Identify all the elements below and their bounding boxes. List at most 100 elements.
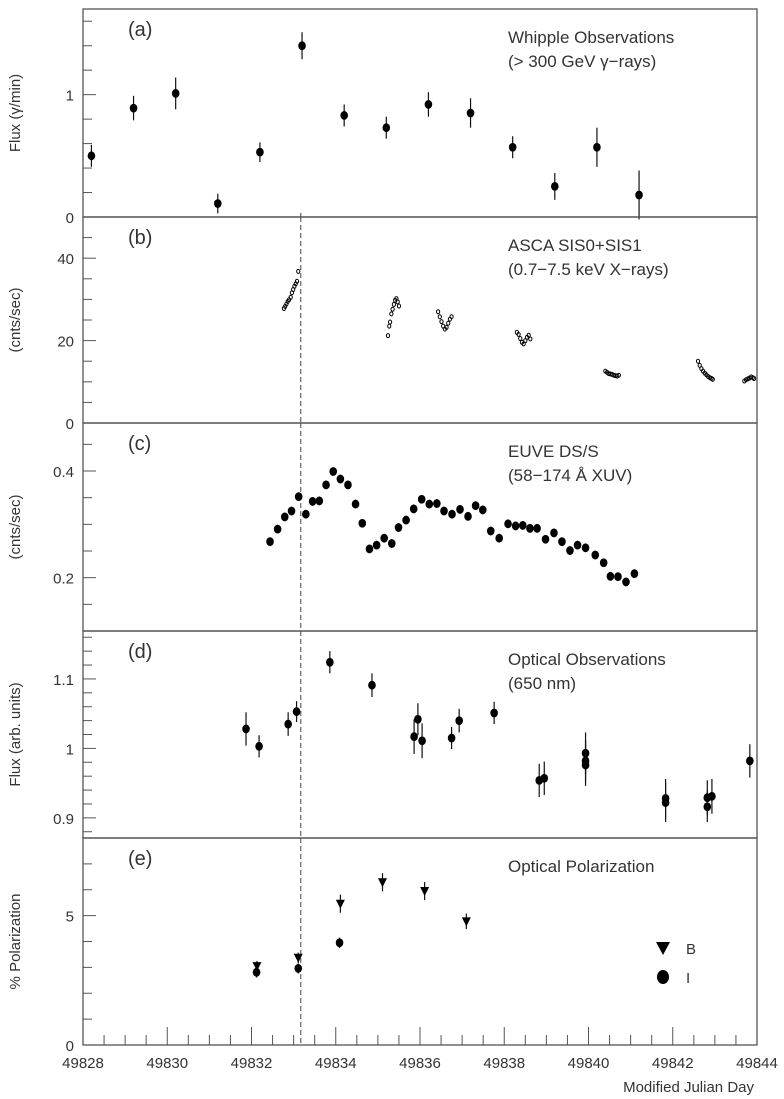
y-axis-label: (cnts/sec) (7, 287, 24, 352)
data-point (630, 569, 639, 579)
data-point (518, 521, 527, 530)
data-point (382, 123, 391, 133)
data-point (440, 506, 448, 516)
data-point (390, 306, 395, 312)
panel-frame (82, 837, 758, 1046)
data-point (87, 151, 96, 161)
data-point (425, 499, 434, 509)
data-point (490, 708, 498, 718)
data-point (581, 543, 590, 553)
panel-label: (b) (128, 227, 152, 249)
x-tick-label: 49842 (652, 1055, 694, 1072)
data-point (551, 182, 559, 191)
series-i (252, 937, 344, 978)
panel-title-line: (> 300 GeV γ−rays) (508, 52, 656, 71)
y-axis-label: Flux (arb. units) (7, 682, 24, 786)
legend-label: I (686, 970, 690, 987)
data-point (410, 732, 418, 741)
data-point (516, 331, 521, 337)
data-point (292, 707, 301, 716)
data-point (391, 301, 396, 307)
data-point (322, 480, 330, 490)
legend-marker-triangle (656, 942, 670, 955)
data-point (456, 505, 464, 514)
data-point (573, 540, 582, 550)
data-point (284, 719, 292, 729)
data-point (449, 314, 454, 320)
data-point (280, 512, 289, 522)
data-point (708, 791, 716, 801)
data-point (256, 147, 264, 157)
x-tick-label: 49844 (736, 1055, 778, 1072)
data-point-triangle (335, 899, 345, 909)
data-point (409, 504, 418, 514)
y-tick-label: 0 (66, 416, 74, 433)
data-point (466, 108, 475, 118)
data-point (315, 496, 324, 506)
data-point (695, 358, 701, 364)
panel-title-line: (650 nm) (508, 674, 576, 693)
data-point (448, 509, 456, 519)
data-point (273, 524, 282, 534)
y-tick-label: 0.2 (53, 571, 74, 588)
data-point (368, 680, 376, 690)
data-point (478, 505, 487, 515)
panels: 0 1 Flux (γ/min) (a) Whipple Observations (> … (7, 8, 758, 1055)
data-point (486, 526, 495, 536)
y-tick-label: 0 (66, 1038, 74, 1055)
data-point (252, 967, 261, 977)
data-point-triangle (420, 887, 430, 897)
data-point (242, 724, 250, 734)
data-point-triangle (461, 917, 471, 927)
data-point (710, 376, 715, 382)
data-point (508, 142, 517, 152)
data-point (266, 537, 274, 547)
panel-label: (e) (128, 848, 152, 870)
data-point (436, 309, 441, 315)
y-tick-label: 1 (66, 88, 74, 105)
data-point (566, 546, 574, 555)
y-tick-label: 0.9 (53, 811, 74, 828)
panel-title-line: Whipple Observations (508, 28, 674, 47)
data-point (351, 499, 360, 509)
data-point (402, 515, 410, 525)
series-euve (266, 467, 639, 587)
data-point (298, 41, 306, 51)
data-point (396, 303, 402, 309)
data-point (446, 320, 451, 326)
legend: BI (656, 941, 696, 987)
data-point (294, 278, 300, 284)
data-point (444, 324, 449, 330)
series-b (252, 873, 471, 972)
data-point (329, 467, 338, 476)
data-point (287, 506, 296, 516)
data-point (372, 540, 381, 550)
data-point (550, 528, 558, 538)
data-point (599, 558, 608, 568)
data-point (751, 376, 757, 382)
data-point (526, 523, 534, 533)
y-tick-label: 0 (66, 210, 74, 227)
data-point (171, 89, 180, 98)
data-point (746, 756, 754, 766)
data-point (593, 142, 601, 152)
y-tick-label: 0.4 (53, 464, 74, 481)
x-tick-label: 49836 (399, 1055, 441, 1072)
data-point (214, 199, 222, 208)
data-point (495, 533, 503, 543)
data-point (294, 492, 303, 501)
data-point (635, 190, 643, 200)
data-point (308, 497, 317, 506)
data-point (581, 760, 590, 770)
y-tick-label: 1 (66, 741, 74, 758)
data-point (389, 311, 394, 317)
data-point (358, 518, 367, 528)
data-point-triangle (252, 962, 262, 972)
data-point (365, 544, 374, 554)
panel-title-line: EUVE DS/S (508, 442, 599, 461)
data-point (606, 571, 615, 581)
panel-label: (d) (128, 641, 152, 663)
data-point (296, 268, 301, 274)
data-point (614, 572, 622, 581)
